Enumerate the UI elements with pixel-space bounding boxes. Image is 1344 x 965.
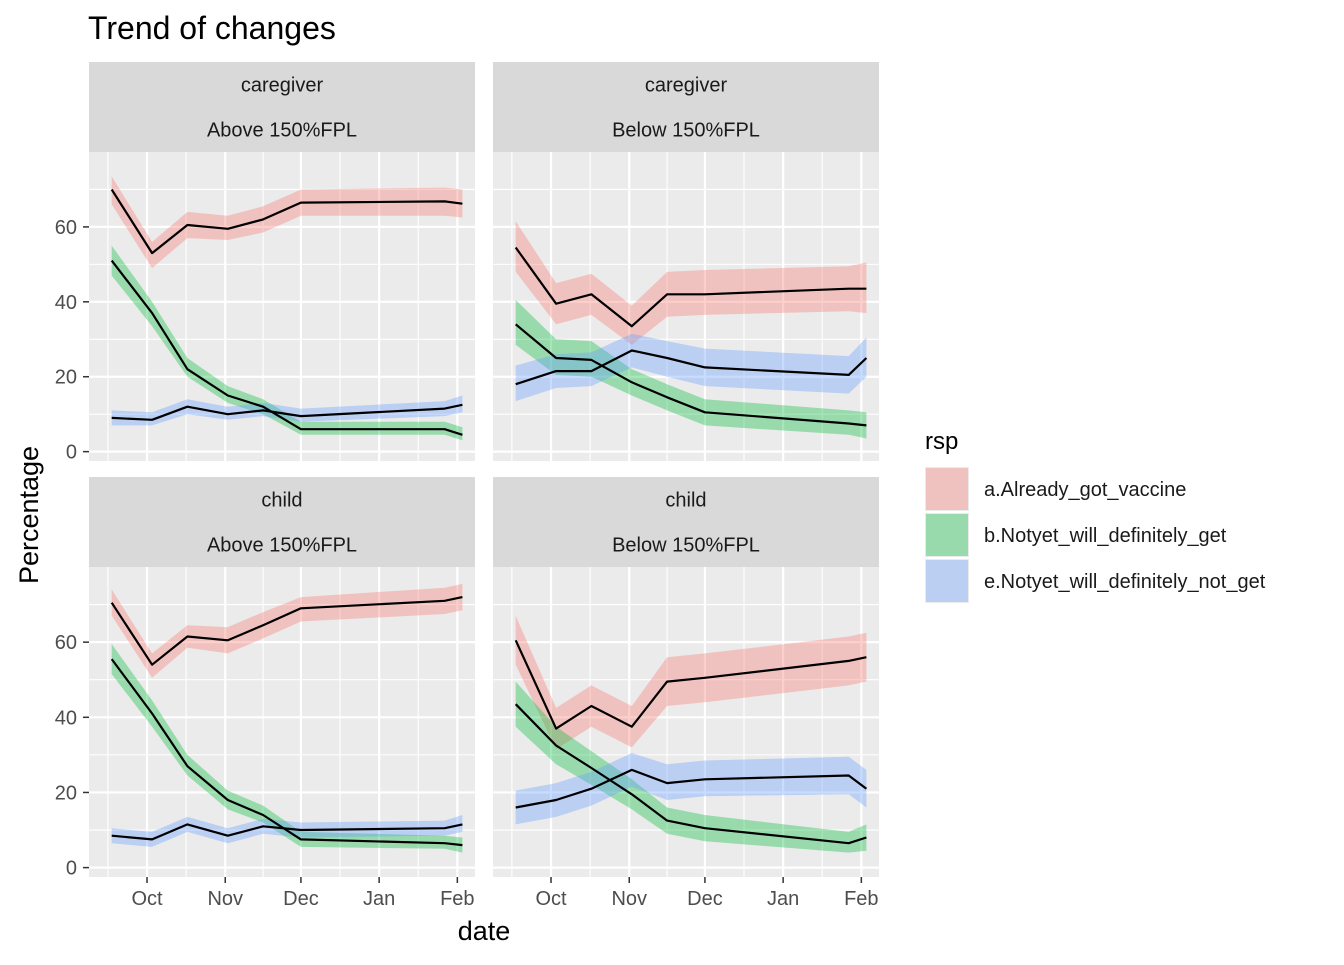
series-line-e-notyet-will-definitely-not-get <box>515 349 868 386</box>
strip-label-top: caregiver <box>645 75 728 97</box>
panel-caregiver-below-150-fpl: caregiver Below 150%FPL <box>493 62 879 461</box>
y-tick-label: 40 <box>55 292 77 314</box>
legend-key-background <box>925 513 969 557</box>
legend-label: b.Notyet_will_definitely_get <box>984 525 1227 547</box>
legend-key-background <box>925 559 969 603</box>
series-line-a-already-got-vaccine <box>110 188 463 255</box>
panel-background <box>493 152 879 461</box>
ribbon-b-notyet-will-definitely-get <box>111 644 463 853</box>
ribbon-a-already-got-vaccine <box>111 176 463 269</box>
legend-entry-e-notyet-will-definitely-not-get: e.Notyet_will_definitely_not_get <box>925 559 1266 603</box>
series-line-a-already-got-vaccine <box>514 639 867 730</box>
ribbon-a-already-got-vaccine <box>515 221 867 345</box>
x-tick-label: Dec <box>283 888 319 910</box>
strip-label-top: child <box>261 490 302 512</box>
y-tick-label: 40 <box>55 707 77 729</box>
facet-strip <box>493 477 879 567</box>
legend-key-background <box>925 467 969 511</box>
x-tick-label: Feb <box>440 888 474 910</box>
x-tick-label: Nov <box>611 888 647 910</box>
x-tick-label: Feb <box>844 888 878 910</box>
panel-child-above-150-fpl: child Above 150%FPL 0 20 40 60 Oct Nov Dec Jan Feb <box>55 477 475 910</box>
legend-key-swatch <box>926 514 968 556</box>
y-tick-label: 60 <box>55 632 77 654</box>
facet-strip <box>493 62 879 152</box>
series-line-b-notyet-will-definitely-get <box>110 658 463 847</box>
x-tick-label: Nov <box>207 888 243 910</box>
strip-label-bottom: Above 150%FPL <box>207 535 357 557</box>
strip-label-bottom: Below 150%FPL <box>612 535 760 557</box>
facet-strip <box>89 62 475 152</box>
y-tick-label: 20 <box>55 367 77 389</box>
ribbon-b-notyet-will-definitely-get <box>515 681 867 853</box>
x-tick-label: Oct <box>535 888 567 910</box>
series-line-e-notyet-will-definitely-not-get <box>515 768 868 809</box>
legend-title: rsp <box>925 428 958 455</box>
ribbon-e-notyet-will-definitely-not-get <box>515 753 867 825</box>
legend-entry-b-notyet-will-definitely-get: b.Notyet_will_definitely_get <box>925 513 1227 557</box>
strip-label-top: caregiver <box>241 75 324 97</box>
legend: rsp a.Already_got_vaccine b.Notyet_will_d… <box>925 428 1266 603</box>
panel-child-below-150-fpl: child Below 150%FPL Oct Nov Dec Jan Feb <box>493 477 879 910</box>
x-tick-label: Jan <box>767 888 799 910</box>
series-line-b-notyet-will-definitely-get <box>514 323 867 427</box>
y-tick-label: 0 <box>66 858 77 880</box>
series-line-e-notyet-will-definitely-not-get <box>111 823 463 841</box>
series-line-e-notyet-will-definitely-not-get <box>111 403 463 421</box>
ribbon-a-already-got-vaccine <box>515 615 867 750</box>
facet-strip <box>89 477 475 567</box>
legend-label: e.Notyet_will_definitely_not_get <box>984 571 1266 593</box>
strip-label-bottom: Below 150%FPL <box>612 120 760 142</box>
panel-background <box>89 567 475 877</box>
x-tick-label: Dec <box>687 888 723 910</box>
x-tick-label: Jan <box>363 888 395 910</box>
legend-label: a.Already_got_vaccine <box>984 479 1186 501</box>
series-line-b-notyet-will-definitely-get <box>514 703 867 845</box>
y-tick-label: 20 <box>55 782 77 804</box>
series-line-a-already-got-vaccine <box>110 596 463 666</box>
ribbon-e-notyet-will-definitely-not-get <box>515 333 867 402</box>
strip-label-bottom: Above 150%FPL <box>207 120 357 142</box>
ribbon-e-notyet-will-definitely-not-get <box>111 395 463 426</box>
strip-label-top: child <box>665 490 706 512</box>
legend-key-swatch <box>926 560 968 602</box>
y-tick-label: 60 <box>55 217 77 239</box>
ribbon-b-notyet-will-definitely-get <box>515 299 867 439</box>
ribbon-a-already-got-vaccine <box>111 583 463 678</box>
legend-key-swatch <box>926 468 968 510</box>
y-axis-label: Percentage <box>14 446 44 584</box>
x-axis-label: date <box>458 916 511 946</box>
x-tick-label: Oct <box>131 888 163 910</box>
facet-panels: caregiver Above 150%FPL 0 20 40 60 caregiver Be… <box>55 62 879 910</box>
chart-title: Trend of changes <box>88 10 336 46</box>
legend-entry-a-already-got-vaccine: a.Already_got_vaccine <box>925 467 1186 511</box>
panel-caregiver-above-150-fpl: caregiver Above 150%FPL 0 20 40 60 <box>55 62 475 464</box>
series-line-a-already-got-vaccine <box>514 246 867 328</box>
series-line-b-notyet-will-definitely-get <box>110 259 463 436</box>
y-tick-label: 0 <box>66 442 77 464</box>
